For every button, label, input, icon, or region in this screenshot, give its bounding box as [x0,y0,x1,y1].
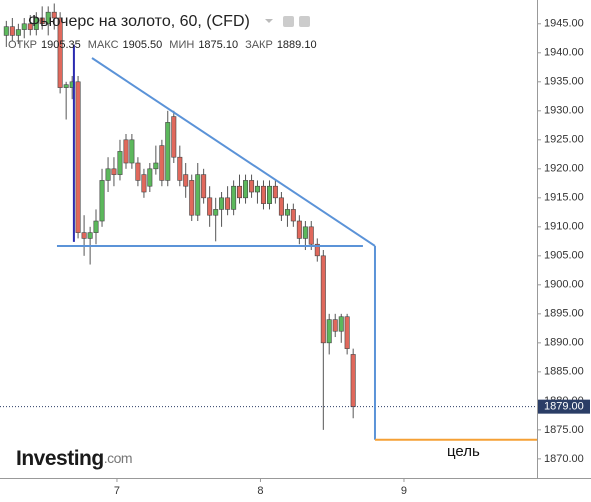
candle-body [278,197,284,216]
candle-body [81,232,87,239]
watermark: Investing.com [16,447,132,470]
candle-body [3,26,9,36]
candle-body [153,162,159,170]
candle-body [249,180,255,193]
candle-body [284,209,290,216]
candle-body [338,316,344,332]
y-tick-label: 1875.00 [544,424,584,436]
ohlc-value: 1905.50 [123,39,163,51]
candle-body [237,185,243,199]
y-tick-label: 1935.00 [544,76,584,88]
candle-body [171,116,177,158]
candle-body [63,84,69,88]
candle-body [177,156,183,181]
y-tick-label: 1930.00 [544,105,584,117]
candle-body [75,81,81,233]
last-price-box [538,399,590,414]
ohlc-label: ЗАКР [245,39,273,51]
drawn-line [91,57,376,247]
dropdown-icon[interactable] [265,19,273,23]
candle-body [254,185,260,193]
candle-body [105,168,111,181]
watermark-main: Investing [16,447,104,470]
settings-icon[interactable] [299,16,310,27]
y-tick-label: 1945.00 [544,18,584,30]
y-tick-label: 1895.00 [544,308,584,320]
x-tick-label: 8 [257,485,263,497]
y-tick-label: 1910.00 [544,221,584,233]
candle-body [51,11,57,19]
candle-body [45,11,51,25]
candle-body [201,174,207,199]
candle-body [99,180,105,222]
y-tick-label: 1885.00 [544,366,584,378]
candle-body [141,174,147,193]
candle-body [183,174,189,187]
visibility-icon[interactable] [283,16,294,27]
y-tick-label: 1890.00 [544,337,584,349]
candle-body [33,17,39,30]
candle-body [296,220,302,239]
candle-body [225,197,231,210]
last-price-label: 1879.00 [544,401,584,413]
ohlc-value: 1875.10 [198,39,238,51]
candle-body [219,197,225,210]
y-tick-label: 1940.00 [544,47,584,59]
ohlc-label: ОТКР [8,39,37,51]
ohlc-value: 1905.35 [41,39,81,51]
candle-body [267,185,273,204]
y-tick-label: 1870.00 [544,453,584,465]
ohlc-label: МИН [169,39,194,51]
y-tick-label: 1915.00 [544,192,584,204]
candle-body [231,185,237,210]
candle-body [344,316,350,349]
candle-body [15,29,21,36]
candle-body [189,180,195,216]
header: Фьючерс на золото, 60, (CFD) [28,13,310,30]
candle-body [9,26,15,36]
chart-title: Фьючерс на золото, 60, (CFD) [28,13,250,30]
candle-body [308,226,314,245]
y-tick-label: 1900.00 [544,279,584,291]
candle-body [123,139,129,164]
candle-body [326,319,332,344]
candle-body [207,197,213,216]
candle-body [111,168,117,175]
candle-body [117,151,123,175]
x-tick-label: 7 [114,485,120,497]
candle-body [165,122,171,181]
candle-body [159,145,165,181]
candle-body [302,226,308,239]
x-tick-label: 9 [401,485,407,497]
candle-body [21,23,27,30]
candle-body [93,220,99,233]
candle-body [87,232,93,239]
candle-body [350,354,356,407]
candle-body [314,243,320,257]
candle-body [57,17,63,88]
candle-body [243,180,249,199]
ohlc-value: 1889.10 [277,39,317,51]
candle-body [129,139,135,164]
candle-body [195,174,201,216]
candle-body [39,17,45,25]
plot-area [0,3,537,441]
candle-body [135,162,141,181]
target-label: цель [447,443,480,460]
y-tick-label: 1905.00 [544,250,584,262]
candle-body [213,209,219,216]
ohlc-label: МАКС [88,39,119,51]
candle-body [290,209,296,222]
candle-body [147,168,153,187]
candle-body [332,319,338,332]
y-tick-label: 1920.00 [544,163,584,175]
y-tick-label: 1925.00 [544,134,584,146]
candle-body [272,185,278,199]
watermark-suffix: .com [104,450,132,466]
candle-body [27,23,33,30]
candle-body [260,185,266,204]
candle-body [320,255,326,344]
